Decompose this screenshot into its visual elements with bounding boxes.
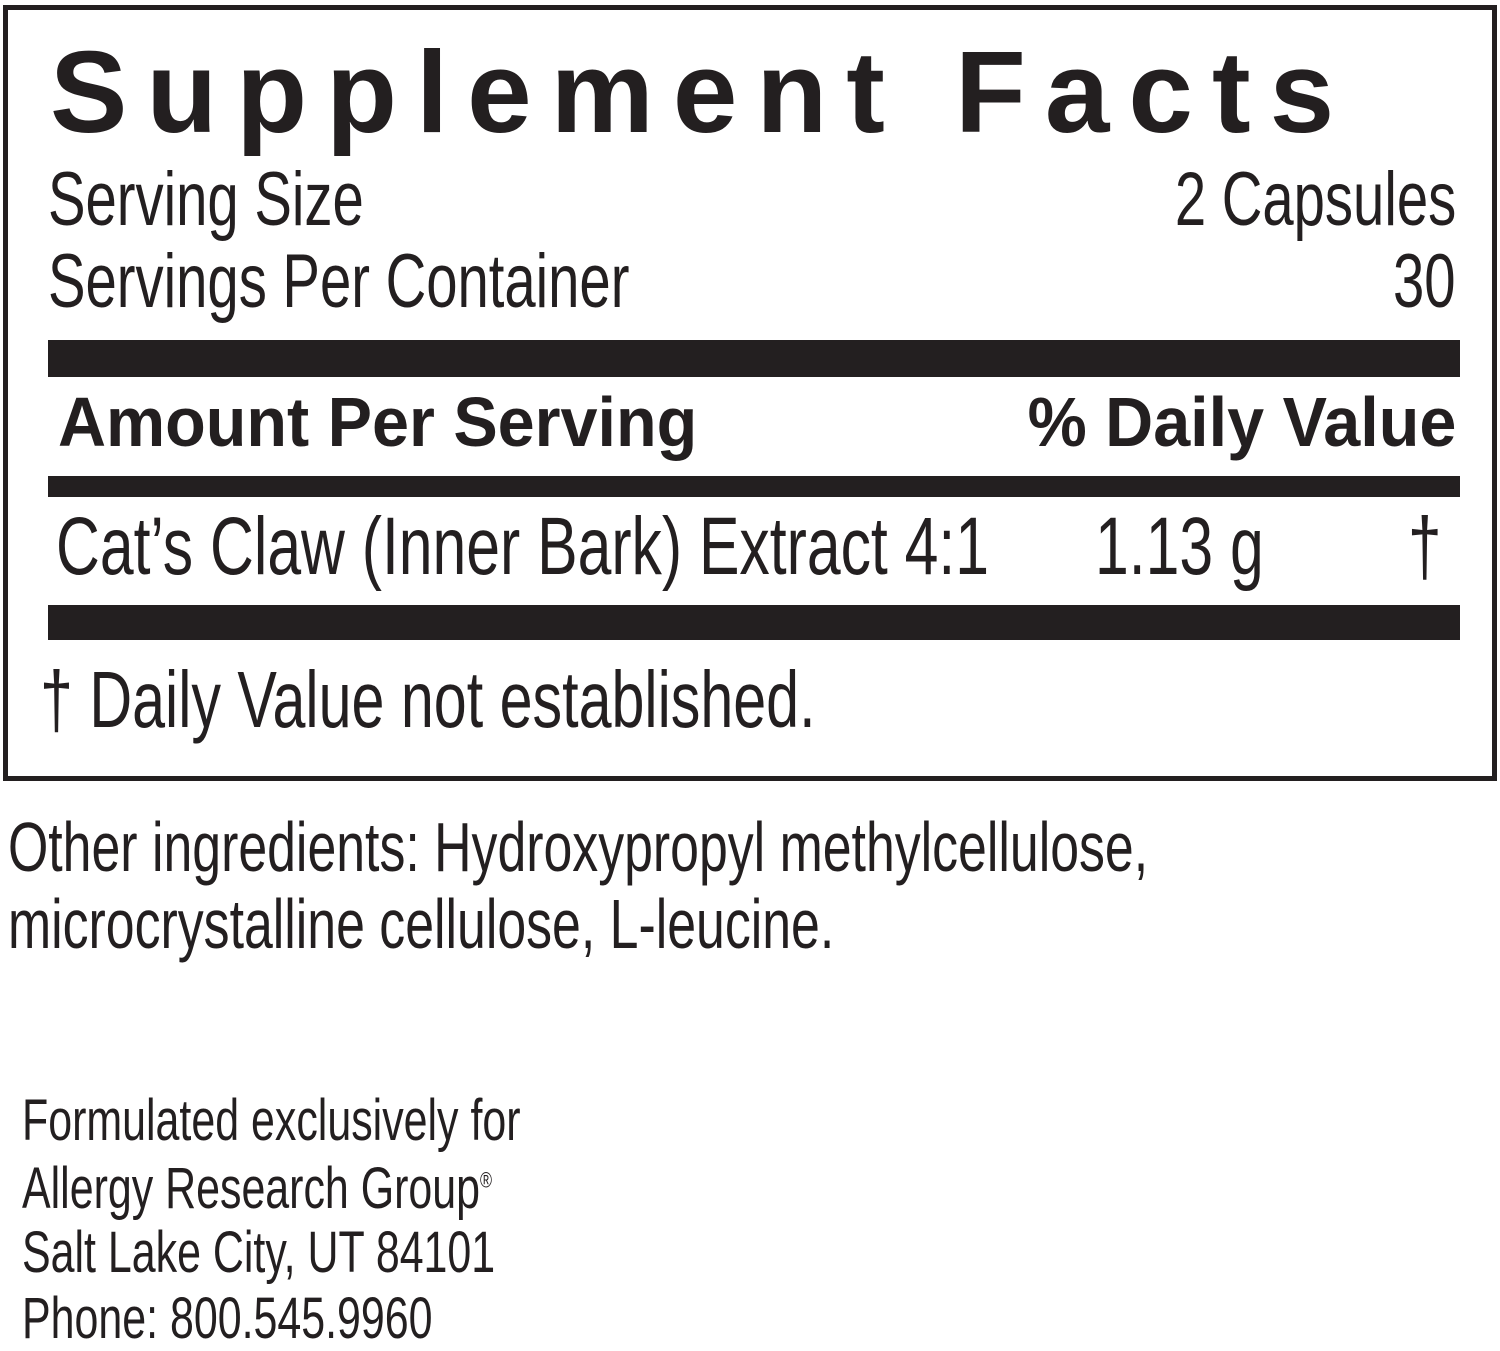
- supplement-facts-panel: [3, 5, 1497, 781]
- daily-value-header: % Daily Value: [1027, 383, 1456, 461]
- servings-per-container-label: Servings Per Container: [48, 239, 630, 324]
- divider-thick: [48, 605, 1460, 640]
- footnote: † Daily Value not established.: [40, 655, 816, 744]
- divider-medium: [48, 476, 1460, 497]
- registered-mark: ®: [480, 1167, 493, 1193]
- amount-per-serving-header: Amount Per Serving: [58, 383, 698, 461]
- manufacturer-phone: Phone: 800.545.9960: [22, 1286, 433, 1351]
- ingredient-name: Cat’s Claw (Inner Bark) Extract 4:1: [56, 501, 989, 592]
- company-name: Allergy Research Group: [22, 1156, 481, 1221]
- serving-size-value: 2 Capsules: [1174, 157, 1456, 242]
- ingredient-daily-value: †: [1408, 501, 1442, 592]
- ingredient-amount: 1.13 g: [1095, 501, 1264, 592]
- manufacturer-line-3: Salt Lake City, UT 84101: [22, 1220, 496, 1285]
- serving-size-label: Serving Size: [48, 157, 364, 242]
- other-ingredients-line-1: Other ingredients: Hydroxypropyl methylc…: [8, 808, 1149, 886]
- manufacturer-line-1: Formulated exclusively for: [22, 1088, 521, 1153]
- panel-title: Supplement Facts: [50, 27, 1354, 157]
- manufacturer-line-2: Allergy Research Group®: [22, 1160, 492, 1218]
- other-ingredients-line-2: microcrystalline cellulose, L-leucine.: [8, 885, 835, 963]
- servings-per-container-value: 30: [1393, 239, 1456, 324]
- divider-thick: [48, 340, 1460, 377]
